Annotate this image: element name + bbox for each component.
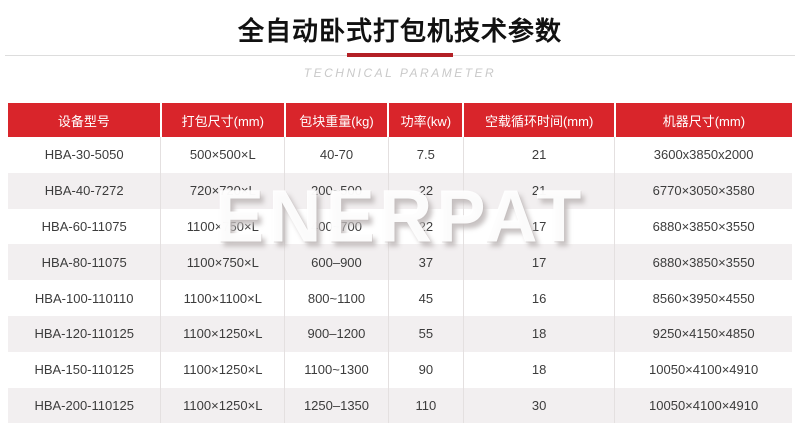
table-cell: 3600x3850x2000 (614, 137, 792, 173)
table-cell: 55 (387, 315, 464, 352)
page-title: 全自动卧式打包机技术参数 (237, 16, 562, 46)
table-cell: 800~1100 (284, 280, 389, 316)
table-row: HBA-30-5050 500×500×L 40-70 7.5 21 3600x3850x… (8, 137, 792, 173)
table-cell: 21 (462, 137, 615, 173)
spec-table-container: 设备型号 打包尺寸(mm) 包块重量(kg) 功率(kw) 空载循环时间(mm) 机器尺寸… (8, 103, 792, 424)
table-cell: 900–1200 (284, 315, 389, 352)
table-body: HBA-30-5050 500×500×L 40-70 7.5 21 3600x3850x… (8, 137, 792, 424)
divider-accent-bar (347, 53, 453, 57)
table-cell: 1100×750×L (160, 208, 285, 245)
table-cell: 17 (462, 208, 615, 245)
page-subtitle: TECHNICAL PARAMETER (303, 66, 497, 80)
table-row: HBA-80-11075 1100×750×L 600–900 37 17 6880×38… (8, 244, 792, 281)
table-cell: 6770×3050×3580 (614, 172, 792, 209)
table-cell: HBA-120-110125 (34, 326, 134, 342)
table-cell: 1100×1250×L (160, 315, 285, 352)
table-cell: 10050×4100×4910 (614, 387, 792, 424)
table-cell: 10050×4100×4910 (614, 351, 792, 388)
column-header: 设备型号 (8, 103, 161, 137)
title-divider (0, 53, 800, 59)
column-header: 机器尺寸(mm) (613, 103, 792, 137)
table-cell: HBA-100-110110 (34, 290, 134, 306)
table-cell: 18 (462, 315, 615, 352)
table-cell: 1250–1350 (284, 387, 389, 424)
table-cell: HBA-80-11075 (41, 254, 127, 270)
table-cell: 22 (387, 172, 464, 209)
table-row: HBA-150-110125 1100×1250×L 1100~1300 90 18 10… (8, 351, 792, 388)
table-row: HBA-40-7272 720×720×L 200~500 22 21 6770×3050… (8, 172, 792, 209)
table-cell: 37 (387, 244, 464, 281)
table-cell: 1100×1250×L (160, 351, 285, 388)
table-cell: 30 (462, 387, 615, 424)
table-cell: 6880×3850×3550 (614, 244, 792, 281)
table-cell: 21 (462, 172, 615, 209)
table-cell: 45 (387, 280, 464, 316)
column-header: 打包尺寸(mm) (159, 103, 285, 137)
table-cell: 110 (387, 387, 464, 424)
table-cell: 22 (387, 208, 464, 245)
table-cell: 8560×3950×4550 (614, 280, 792, 316)
table-row: HBA-100-110110 1100×1100×L 800~1100 45 16 856… (8, 280, 792, 316)
table-cell: 18 (462, 351, 615, 388)
table-cell: 1100×750×L (160, 244, 285, 281)
table-cell: 7.5 (387, 137, 464, 173)
spec-table: 设备型号 打包尺寸(mm) 包块重量(kg) 功率(kw) 空载循环时间(mm) 机器尺寸… (8, 103, 792, 424)
table-cell: 40-70 (284, 137, 389, 173)
table-cell: 1100~1300 (284, 351, 389, 388)
table-cell: 16 (462, 280, 615, 316)
table-cell: HBA-30-5050 (44, 147, 124, 163)
table-cell: 1100×1250×L (160, 387, 285, 424)
table-cell: HBA-150-110125 (34, 362, 134, 378)
table-row: HBA-60-11075 1100×750×L 400~700 22 17 6880×38… (8, 208, 792, 245)
table-cell: 17 (462, 244, 615, 281)
table-row: HBA-200-110125 1100×1250×L 1250–1350 110 30 1… (8, 387, 792, 424)
table-cell: HBA-200-110125 (34, 397, 134, 413)
table-cell: 1100×1100×L (160, 280, 285, 316)
table-cell: 720×720×L (160, 172, 285, 209)
table-cell: 200~500 (284, 172, 389, 209)
table-cell: HBA-60-11075 (41, 218, 127, 234)
table-row: HBA-120-110125 1100×1250×L 900–1200 55 18 925… (8, 315, 792, 352)
table-cell: 6880×3850×3550 (614, 208, 792, 245)
table-head: 设备型号 打包尺寸(mm) 包块重量(kg) 功率(kw) 空载循环时间(mm) 机器尺寸… (8, 103, 792, 137)
table-cell: HBA-40-7272 (44, 183, 124, 199)
table-cell: 90 (387, 351, 464, 388)
column-header: 空载循环时间(mm) (462, 103, 615, 137)
table-cell: 9250×4150×4850 (614, 315, 792, 352)
table-cell: 400~700 (284, 208, 389, 245)
table-header-row: 设备型号 打包尺寸(mm) 包块重量(kg) 功率(kw) 空载循环时间(mm) 机器尺寸… (8, 103, 792, 137)
table-cell: 500×500×L (160, 137, 285, 173)
column-header: 包块重量(kg) (283, 103, 389, 137)
table-cell: 600–900 (284, 244, 389, 281)
column-header: 功率(kw) (387, 103, 464, 137)
